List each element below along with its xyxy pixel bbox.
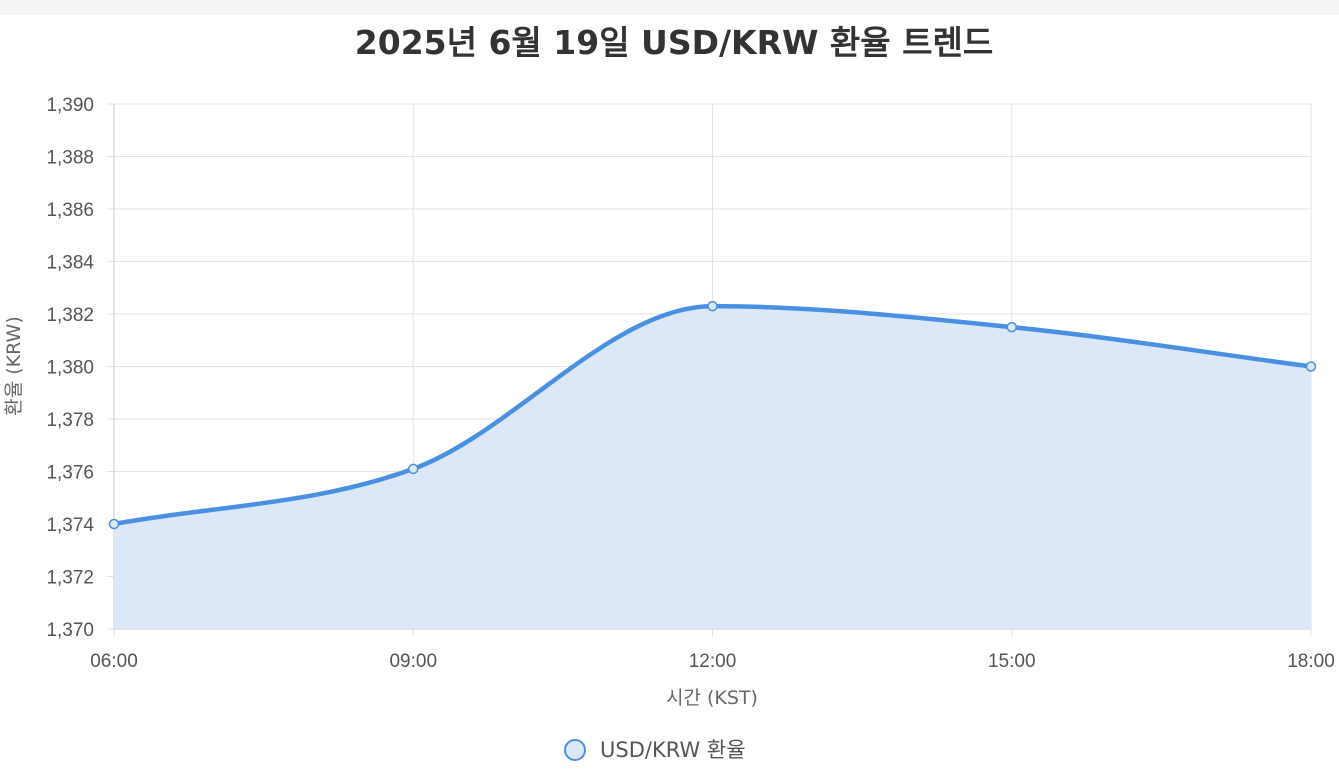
y-tick-label: 1,374 [46, 515, 94, 536]
y-tick-label: 1,384 [46, 253, 94, 274]
x-tick-label: 12:00 [689, 651, 737, 672]
series-area [114, 306, 1311, 629]
x-tick-label: 09:00 [389, 651, 437, 672]
data-point[interactable] [408, 463, 419, 475]
data-point[interactable] [1006, 321, 1017, 333]
legend-swatch[interactable] [564, 739, 586, 761]
y-tick-label: 1,390 [46, 95, 94, 116]
y-tick-label: 1,376 [46, 463, 94, 484]
top-strip [0, 0, 1339, 15]
legend-label[interactable]: USD/KRW 환율 [600, 738, 746, 762]
data-point[interactable] [1305, 361, 1317, 372]
y-tick-label: 1,370 [46, 620, 94, 641]
chart-title: 2025년 6월 19일 USD/KRW 환율 트렌드 [355, 23, 993, 62]
x-tick-label: 18:00 [1287, 651, 1335, 672]
y-tick-label: 1,380 [46, 358, 94, 379]
y-axis-ticks: 1,370 1,372 1,374 1,376 1,378 1,380 1,382 1,384… [46, 95, 94, 641]
y-tick-label: 1,388 [46, 148, 94, 169]
data-point[interactable] [108, 518, 120, 530]
y-tick-label: 1,378 [46, 410, 94, 431]
y-axis-title: 환율 (KRW) [3, 316, 25, 416]
area-fill [114, 306, 1311, 629]
data-point[interactable] [707, 300, 718, 312]
y-tick-label: 1,386 [46, 200, 94, 221]
x-axis-ticks: 06:00 09:00 12:00 15:00 18:00 [90, 651, 1335, 672]
y-tick-label: 1,382 [46, 305, 94, 326]
data-points [108, 300, 1317, 530]
x-tick-label: 06:00 [90, 651, 138, 672]
x-axis-title: 시간 (KST) [666, 687, 758, 709]
legend[interactable]: USD/KRW 환율 [564, 738, 746, 762]
y-tick-label: 1,372 [46, 568, 94, 589]
x-tick-label: 15:00 [988, 651, 1036, 672]
